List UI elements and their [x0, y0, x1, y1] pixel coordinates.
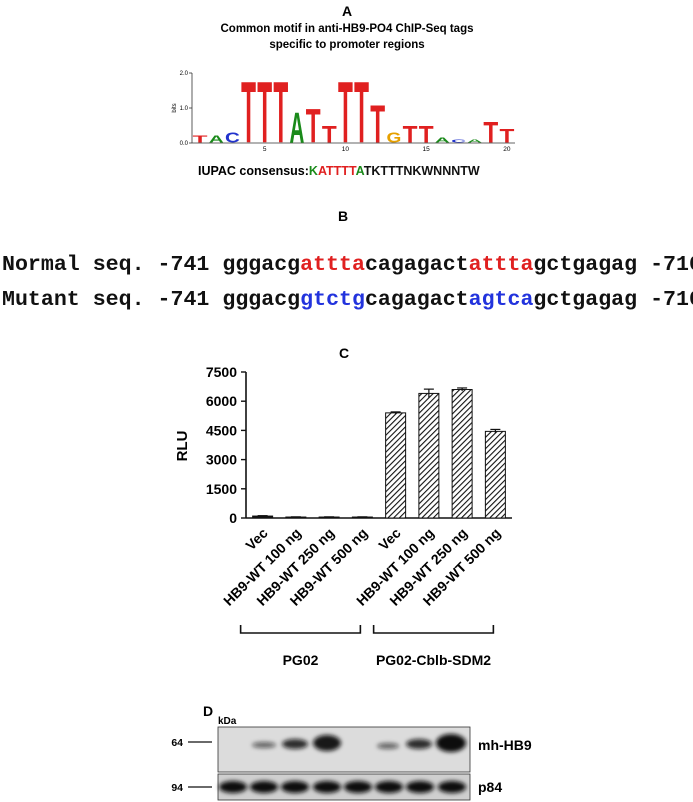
logo-letter: T — [370, 93, 385, 154]
consensus-label: IUPAC consensus: — [198, 164, 309, 178]
consensus-segment: TKTTTNKWNNNTW — [364, 164, 480, 178]
consensus: IUPAC consensus:KATTTTATKTTTNKWNNNTW — [198, 164, 480, 178]
panel-label: C — [339, 345, 349, 361]
position: -710 — [650, 288, 693, 312]
sequence-segment: gggacg — [222, 288, 300, 312]
group-bracket — [372, 625, 495, 634]
x-tick-label: 5 — [263, 146, 267, 153]
axis-label: RLU — [174, 431, 191, 462]
marker-label: 64 — [171, 737, 183, 749]
group-label: PG02 — [283, 652, 319, 668]
row-name: Mutant seq. — [2, 288, 145, 312]
y-tick-label: 6000 — [206, 393, 237, 409]
logo-letter: T — [241, 65, 256, 162]
panel-label: A — [342, 3, 352, 19]
sequence-segment: attta — [300, 253, 365, 277]
row-name: Normal seq. — [2, 253, 145, 277]
unit-label: kDa — [218, 716, 237, 727]
blot-label: mh-HB9 — [478, 737, 532, 753]
x-tick-label: Vec — [375, 525, 404, 554]
bar — [418, 392, 440, 519]
group-label: PG02-Cblb-SDM2 — [376, 652, 491, 668]
logo-letter: T — [338, 65, 353, 162]
consensus-segment: ATTTT — [318, 164, 357, 178]
logo-letter: T — [306, 98, 321, 153]
sequence-segment: agtca — [469, 288, 534, 312]
sequence-segment: attta — [469, 253, 534, 277]
sequence-segment: cagagact — [365, 253, 469, 277]
logo-letter: A — [467, 138, 483, 143]
logo-letter: T — [483, 117, 498, 150]
sequence-segment: cagagact — [365, 288, 469, 312]
y-tick-label: 1.0 — [180, 106, 189, 112]
panel-label: D — [203, 703, 213, 719]
y-tick-label: 2.0 — [180, 71, 189, 77]
x-tick-label: 10 — [342, 146, 350, 153]
logo-letter: G — [386, 129, 401, 146]
bar — [451, 389, 473, 519]
position: -741 — [158, 288, 210, 312]
sequence-segment: gctgagag — [533, 288, 637, 312]
consensus-segment: K — [309, 164, 318, 178]
sequence-row: Mutant seq. -741 gggacggtctgcagagactagtcag… — [2, 288, 693, 312]
bar — [385, 412, 407, 519]
marker-label: 94 — [171, 782, 183, 794]
logo-letter: A — [209, 134, 224, 145]
logo-letter: T — [193, 134, 208, 145]
y-tick-label: 4500 — [206, 422, 237, 438]
position: -741 — [158, 253, 210, 277]
group-bracket — [239, 625, 362, 634]
sequence-segment: gggacg — [222, 253, 300, 277]
y-tick-label: 1500 — [206, 481, 237, 497]
y-tick-label: 3000 — [206, 452, 237, 468]
bar — [484, 430, 506, 519]
logo-letter: C — [451, 138, 467, 143]
x-tick-label: 20 — [503, 146, 511, 153]
position: -710 — [650, 253, 693, 277]
logo-letter: T — [419, 121, 434, 148]
logo-letter: T — [273, 65, 288, 162]
consensus-segment: A — [356, 164, 365, 178]
logo-title: specific to promoter regions — [269, 39, 424, 51]
sequence-segment: gtctg — [300, 288, 365, 312]
logo-letter: T — [403, 121, 418, 148]
x-tick-label: Vec — [242, 525, 271, 554]
logo-letter: C — [225, 129, 240, 146]
axis-label: bits — [172, 103, 178, 112]
blot-hb9 — [217, 726, 471, 773]
sequence-segment: gctgagag — [533, 253, 637, 277]
y-tick-label: 0 — [229, 510, 237, 526]
sequences: Normal seq. -741 gggacgatttacagagactatttag… — [2, 253, 693, 312]
logo-letter: T — [322, 121, 337, 148]
panel-label: B — [338, 208, 348, 224]
logo-letter: T — [499, 126, 514, 148]
y-tick-label: 7500 — [206, 364, 237, 380]
y-tick-label: 0.0 — [180, 141, 189, 147]
logo-letter: A — [435, 136, 450, 144]
logo-letter: A — [290, 104, 305, 153]
logo-letter: T — [354, 65, 369, 162]
sequence-row: Normal seq. -741 gggacgatttacagagactatttag… — [2, 253, 693, 277]
blot-p84 — [217, 773, 471, 801]
logo-letter: T — [257, 65, 272, 162]
blot-label: p84 — [478, 779, 502, 795]
x-tick-label: 15 — [423, 146, 431, 153]
logo-title: Common motif in anti-HB9-PO4 ChIP-Seq ta… — [220, 23, 473, 35]
